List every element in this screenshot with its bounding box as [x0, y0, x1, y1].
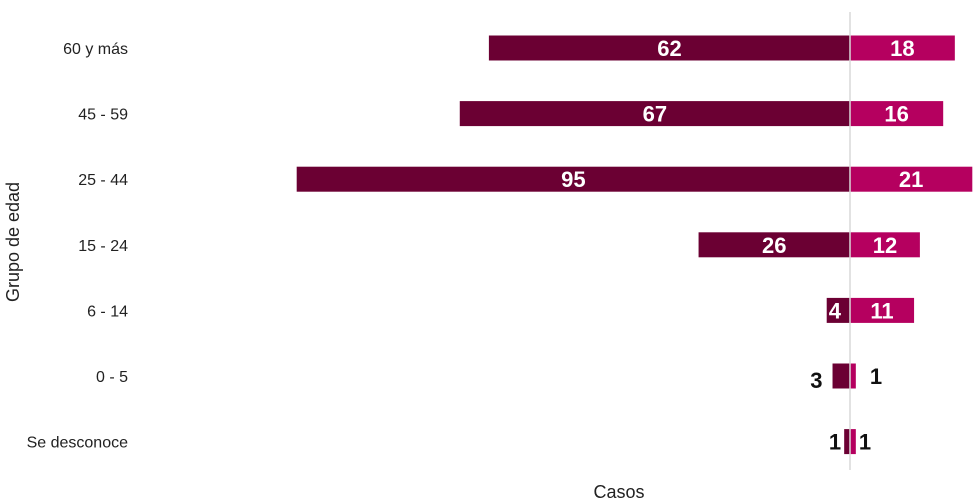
y-tick-label: 25 - 44: [78, 172, 128, 189]
y-tick-label: 60 y más: [63, 41, 128, 58]
data-label-left: 26: [762, 233, 786, 258]
bar-right: [850, 166, 973, 192]
bar-right: [850, 101, 944, 127]
bar-left: [296, 166, 850, 192]
bars: [296, 35, 973, 455]
bar-right: [850, 363, 856, 389]
y-tick-label: 45 - 59: [78, 107, 128, 124]
bar-left: [832, 363, 850, 389]
data-label-left: 1: [829, 430, 841, 455]
y-axis-title: Grupo de edad: [3, 182, 23, 302]
data-label-right: 12: [873, 233, 897, 258]
bar-right: [850, 35, 955, 61]
data-label-right: 18: [890, 36, 914, 61]
data-label-right: 21: [899, 167, 923, 192]
bar-left: [826, 297, 850, 323]
y-tick-label: 15 - 24: [78, 238, 128, 255]
data-label-right: 1: [870, 364, 882, 389]
x-axis-title: Casos: [593, 482, 644, 502]
bar-left: [698, 232, 850, 258]
y-tick-label: 6 - 14: [87, 303, 128, 320]
data-label-left: 3: [810, 368, 822, 393]
data-label-left: 95: [561, 167, 585, 192]
bar-left: [459, 101, 850, 127]
y-tick-labels: 60 y más 45 - 59 25 - 44 15 - 24 6 - 14 0 - 5…: [27, 41, 129, 452]
y-tick-label: 0 - 5: [96, 369, 128, 386]
data-label-right: 16: [884, 102, 908, 127]
bar-right: [850, 232, 920, 258]
data-label-left: 4: [829, 298, 842, 323]
data-label-left: 62: [657, 36, 681, 61]
y-tick-label: Se desconoce: [27, 435, 129, 452]
data-label-right: 1: [859, 430, 871, 455]
bar-left: [488, 35, 850, 61]
bar-right: [850, 429, 856, 455]
data-label-right: 11: [870, 298, 893, 323]
data-label-left: 67: [643, 102, 667, 127]
bar-left: [844, 429, 850, 455]
bar-right: [850, 297, 915, 323]
